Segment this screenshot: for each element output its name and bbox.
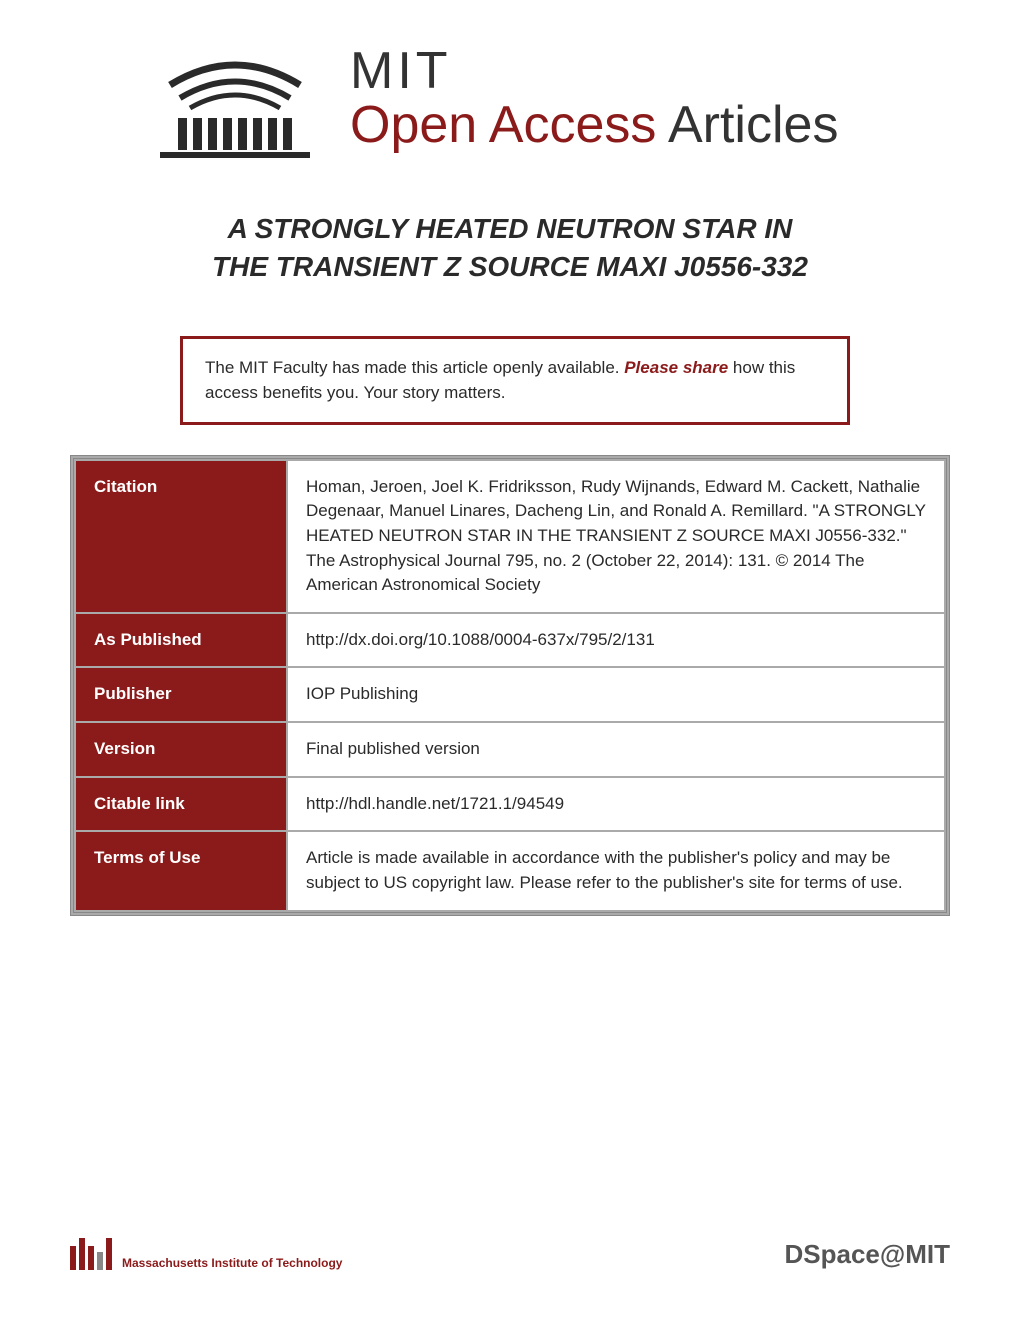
- dspace-logo: DSpace@MIT: [785, 1239, 951, 1270]
- title-line-2: THE TRANSIENT Z SOURCE MAXI J0556-332: [70, 248, 950, 286]
- table-row: Publisher IOP Publishing: [76, 668, 944, 721]
- logo-text: MIT Open Access Articles: [350, 45, 838, 154]
- header-logo: MIT Open Access Articles: [150, 40, 950, 160]
- table-row: Citation Homan, Jeroen, Joel K. Fridriks…: [76, 461, 944, 612]
- logo-open-access: Open Access: [350, 96, 656, 154]
- label-citation: Citation: [76, 461, 286, 612]
- mit-bars-icon: [70, 1238, 112, 1270]
- mit-footer-logo: Massachusetts Institute of Technology: [70, 1238, 342, 1270]
- dome-icon: [150, 40, 320, 160]
- title-line-1: A STRONGLY HEATED NEUTRON STAR IN: [70, 210, 950, 248]
- table-row: Terms of Use Article is made available i…: [76, 832, 944, 909]
- value-citable-link[interactable]: http://hdl.handle.net/1721.1/94549: [288, 778, 944, 831]
- table-row: Version Final published version: [76, 723, 944, 776]
- table-row: Citable link http://hdl.handle.net/1721.…: [76, 778, 944, 831]
- table-row: As Published http://dx.doi.org/10.1088/0…: [76, 614, 944, 667]
- logo-mit: MIT: [350, 45, 838, 97]
- article-title: A STRONGLY HEATED NEUTRON STAR IN THE TR…: [70, 210, 950, 286]
- value-as-published[interactable]: http://dx.doi.org/10.1088/0004-637x/795/…: [288, 614, 944, 667]
- value-terms: Article is made available in accordance …: [288, 832, 944, 909]
- label-citable-link: Citable link: [76, 778, 286, 831]
- label-as-published: As Published: [76, 614, 286, 667]
- logo-open-access-articles: Open Access Articles: [350, 97, 838, 154]
- please-share-link[interactable]: Please share: [624, 358, 728, 377]
- label-version: Version: [76, 723, 286, 776]
- share-prefix: The MIT Faculty has made this article op…: [205, 358, 624, 377]
- value-citation: Homan, Jeroen, Joel K. Fridriksson, Rudy…: [288, 461, 944, 612]
- footer: Massachusetts Institute of Technology DS…: [70, 1238, 950, 1270]
- value-version: Final published version: [288, 723, 944, 776]
- label-terms: Terms of Use: [76, 832, 286, 909]
- label-publisher: Publisher: [76, 668, 286, 721]
- mit-footer-text: Massachusetts Institute of Technology: [122, 1256, 342, 1270]
- value-publisher: IOP Publishing: [288, 668, 944, 721]
- metadata-table: Citation Homan, Jeroen, Joel K. Fridriks…: [70, 455, 950, 916]
- logo-articles: Articles: [656, 96, 838, 154]
- share-box: The MIT Faculty has made this article op…: [180, 336, 850, 425]
